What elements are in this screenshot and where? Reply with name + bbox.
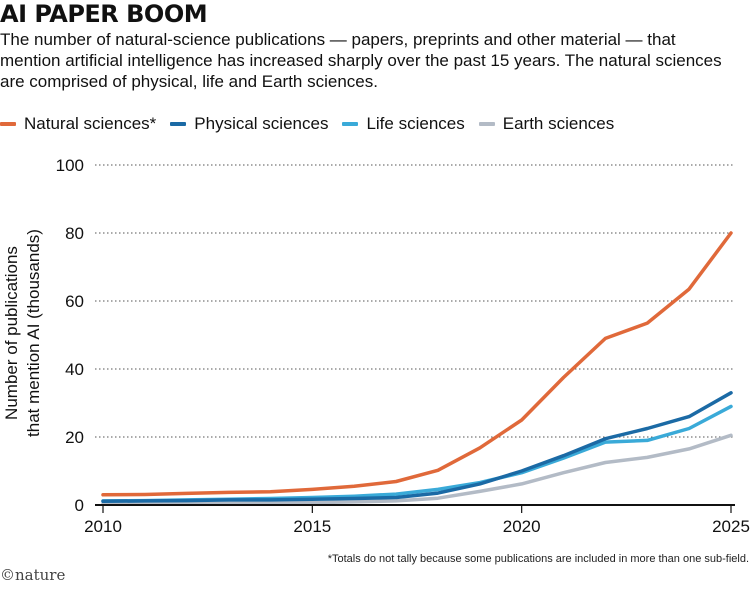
x-tick-label-1: 2015: [293, 517, 331, 536]
gridlines: [95, 164, 735, 438]
copyright-symbol: ©: [0, 566, 15, 584]
x-tick-label-3: 2025: [712, 517, 750, 536]
y-axis-label-line-1: Number of publications: [2, 246, 21, 420]
legend-label-natural-sciences: Natural sciences*: [24, 114, 157, 133]
legend-swatch-life-sciences: [342, 122, 359, 126]
legend-label-life-sciences: Life sciences: [366, 114, 465, 133]
nature-logo: ©nature: [0, 566, 65, 584]
chart-subtitle: The number of natural-science publicatio…: [0, 30, 722, 91]
x-axis-ticks: 2010 2015 2020 2025: [84, 505, 750, 536]
legend-item-natural-sciences: Natural sciences*: [0, 114, 156, 134]
series-line-life-sciences: [101, 404, 733, 503]
y-tick-label-3: 60: [65, 292, 84, 311]
footnote: *Totals do not tally because some public…: [327, 553, 749, 565]
y-axis-ticks: 0 20 40 60 80 100: [56, 156, 84, 515]
x-tick-label-0: 2010: [84, 517, 122, 536]
logo-text: nature: [15, 566, 66, 584]
legend-item-life-sciences: Life sciences: [342, 114, 465, 134]
legend-label-earth-sciences: Earth sciences: [502, 114, 615, 133]
series-line-natural-sciences: [101, 231, 733, 497]
y-tick-label-0: 0: [75, 496, 84, 515]
legend-item-physical-sciences: Physical sciences: [170, 114, 328, 134]
legend-swatch-natural-sciences: [0, 122, 16, 126]
y-axis-label-line-2: that mention AI (thousands): [24, 229, 43, 437]
chart-title: AI PAPER BOOM: [0, 0, 208, 28]
legend-swatch-earth-sciences: [478, 122, 495, 126]
series-lines: [101, 231, 733, 507]
legend-label-physical-sciences: Physical sciences: [194, 114, 329, 133]
y-tick-label-4: 80: [65, 224, 84, 243]
series-line-physical-sciences: [101, 391, 733, 504]
legend-item-earth-sciences: Earth sciences: [478, 114, 615, 134]
legend: Natural sciences* Physical sciences Life…: [0, 113, 628, 135]
y-tick-label-2: 40: [65, 360, 84, 379]
x-tick-label-2: 2020: [503, 517, 541, 536]
y-tick-label-5: 100: [56, 156, 84, 175]
legend-swatch-physical-sciences: [170, 122, 187, 126]
y-tick-label-1: 20: [65, 428, 84, 447]
series-line-earth-sciences: [101, 433, 733, 507]
